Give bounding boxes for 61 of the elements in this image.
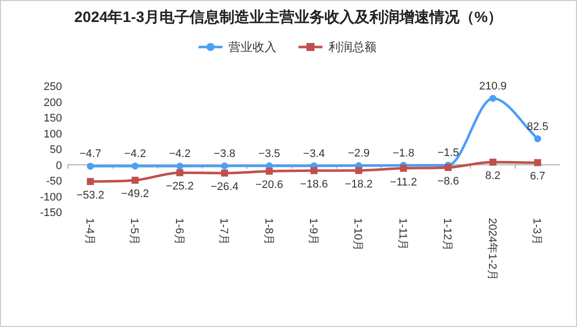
y-tick-label: -100 [40, 191, 62, 204]
point [176, 162, 184, 170]
x-tick-label: 1-5月 [128, 218, 140, 245]
chart-title: 2024年1-3月电子信息制造业主营业务收入及利润增速情况（%） [74, 8, 503, 26]
data-label: 210.9 [479, 80, 507, 92]
point [86, 178, 94, 186]
data-label: −25.2 [166, 180, 194, 193]
point [489, 94, 496, 102]
x-tick-label: 1-4月 [83, 218, 96, 245]
point [310, 167, 318, 174]
point [534, 135, 542, 142]
point [221, 170, 228, 177]
x-tick-label: 2024年1-2月 [486, 218, 498, 280]
data-label: −20.6 [255, 179, 284, 192]
data-label: −53.2 [76, 190, 104, 202]
y-tick-label: 200 [44, 96, 62, 109]
point [176, 169, 184, 176]
x-tick-label: 1-11月 [396, 218, 408, 250]
point [132, 162, 139, 170]
data-label: −4.2 [124, 148, 146, 160]
data-label: −3.4 [303, 148, 325, 160]
y-tick-label: -50 [46, 176, 62, 188]
x-tick-label: 1-3月 [530, 218, 543, 245]
x-tick-label: 1-7月 [218, 218, 230, 245]
y-tick-label: 150 [44, 112, 62, 124]
data-label: 82.5 [526, 120, 548, 133]
point [86, 162, 94, 170]
point [132, 176, 139, 184]
point [400, 164, 407, 172]
y-tick-label: -150 [40, 207, 62, 219]
x-tick-label: 1-9月 [307, 218, 319, 245]
x-tick-label: 1-8月 [262, 218, 274, 245]
y-tick-label: 100 [44, 128, 62, 140]
y-tick-label: 250 [44, 81, 62, 93]
x-tick-label: 1-6月 [172, 218, 185, 245]
data-label: −2.9 [348, 148, 370, 160]
y-tick-label: 0 [56, 160, 62, 172]
data-label: 6.7 [530, 170, 546, 183]
data-label: −1.8 [392, 147, 414, 160]
legend-label: 利润总额 [328, 40, 376, 54]
data-label: −3.8 [214, 148, 236, 160]
data-label: −49.2 [121, 188, 150, 200]
point [489, 158, 496, 166]
data-label: −8.6 [437, 175, 460, 188]
point [266, 168, 273, 175]
data-label: −4.7 [80, 148, 102, 160]
data-label: −4.2 [168, 148, 191, 160]
data-label: −18.6 [300, 178, 328, 191]
point [221, 162, 228, 170]
x-tick-label: 1-12月 [441, 218, 454, 252]
y-tick-label: 50 [50, 144, 62, 156]
data-label: 8.2 [485, 170, 501, 182]
data-label: −3.5 [258, 148, 280, 160]
point [355, 166, 362, 174]
data-label: −11.2 [390, 176, 417, 188]
x-tick-label: 1-10月 [352, 218, 364, 252]
data-label: −26.4 [210, 181, 238, 194]
point [534, 159, 542, 166]
data-label: −18.2 [344, 178, 373, 190]
legend-label: 营业收入 [228, 40, 276, 54]
data-label: −1.5 [437, 147, 460, 160]
